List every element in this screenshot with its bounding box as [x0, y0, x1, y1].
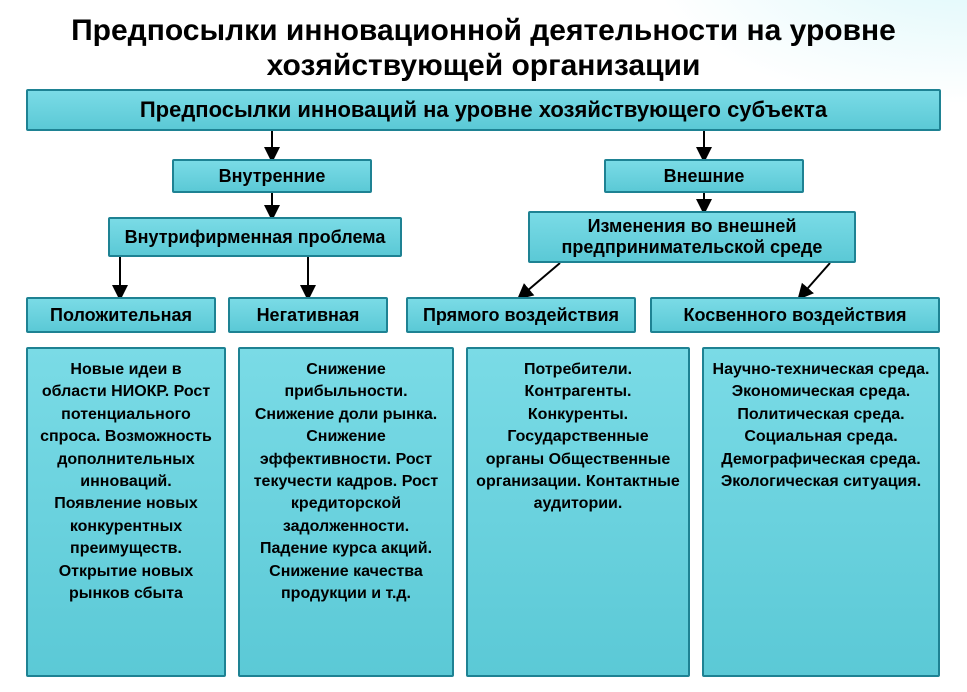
detail-direct: Потребители. Контрагенты. Конкуренты. Го…	[466, 347, 690, 677]
node-root: Предпосылки инноваций на уровне хозяйств…	[26, 89, 941, 131]
node-direct: Прямого воздействия	[406, 297, 636, 333]
page-title: Предпосылки инновационной деятельности н…	[0, 0, 967, 89]
node-internal-sub: Внутрифирменная проблема	[108, 217, 402, 257]
node-external: Внешние	[604, 159, 804, 193]
detail-negative: Снижение прибыльности. Снижение доли рын…	[238, 347, 454, 677]
node-positive: Положительная	[26, 297, 216, 333]
node-indirect: Косвенного воздействия	[650, 297, 940, 333]
node-external-sub: Изменения во внешней предпринимательской…	[528, 211, 856, 263]
node-negative: Негативная	[228, 297, 388, 333]
diagram-canvas: Предпосылки инноваций на уровне хозяйств…	[0, 89, 967, 685]
detail-positive: Новые идеи в области НИОКР. Рост потенци…	[26, 347, 226, 677]
node-internal: Внутренние	[172, 159, 372, 193]
detail-indirect: Научно-техническая среда. Экономическая …	[702, 347, 940, 677]
